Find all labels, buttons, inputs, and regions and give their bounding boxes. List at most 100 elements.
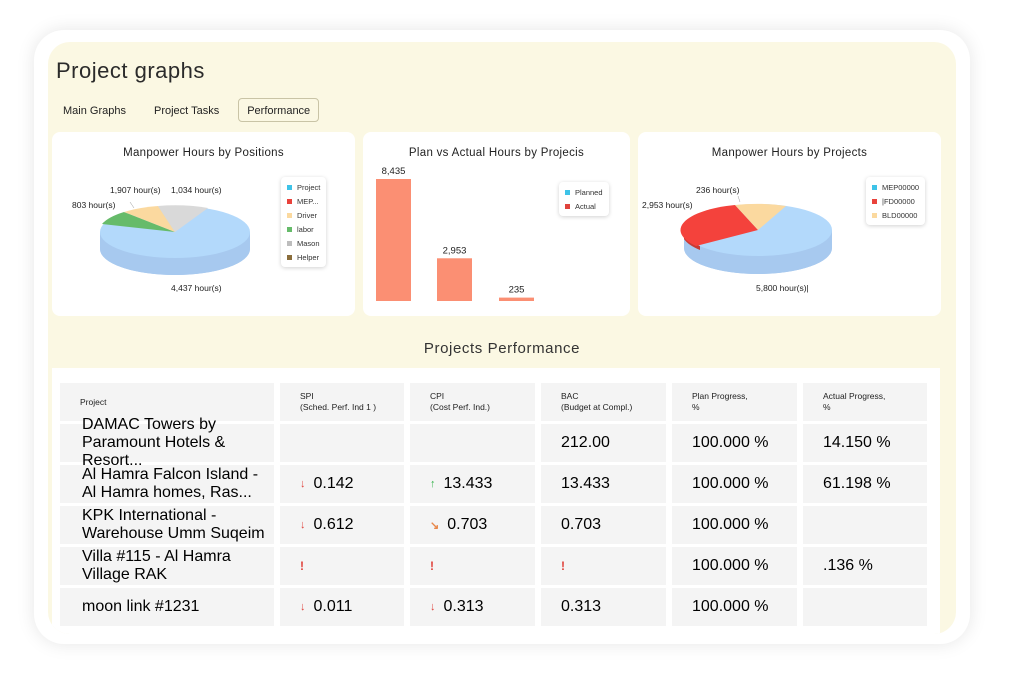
arrow-down-icon: ↓ — [300, 601, 306, 613]
chart-card-projects: Manpower Hours by Projects 236 hour(s) 2… — [638, 132, 941, 316]
chart-card-positions: Manpower Hours by Positions 1,907 hour(s… — [52, 132, 355, 316]
cell-value: 100.000 % — [692, 516, 769, 533]
table-row[interactable]: Al Hamra Falcon Island - Al Hamra homes,… — [60, 465, 927, 506]
cell-value: 0.313 — [561, 598, 602, 615]
pie-slice-mason — [158, 205, 208, 232]
tab-performance[interactable]: Performance — [238, 98, 320, 122]
header-actual-progress: Actual Progress,% — [803, 383, 927, 421]
cell-project: Villa #115 - Al Hamra Village RAK — [60, 547, 274, 585]
table-row[interactable]: DAMAC Towers by Paramount Hotels & Resor… — [60, 416, 927, 469]
legend-item: Driver — [287, 208, 320, 222]
cell-cpi: ↓ 0.313 — [410, 588, 535, 626]
cell-value: moon link #1231 — [82, 598, 200, 615]
cell-actual-progress — [803, 588, 927, 626]
bar[interactable] — [499, 297, 534, 301]
header-spi: SPI (Sched. Perf. Ind 1 ) — [280, 383, 404, 421]
cell-plan-progress: 100.000 % — [672, 465, 797, 503]
cell-value: 100.000 % — [692, 557, 769, 574]
performance-table: Project SPI (Sched. Perf. Ind 1 ) CPI (Cos… — [52, 368, 940, 634]
page-title: Project graphs — [56, 58, 205, 83]
device-frame: Project graphs Main Graphs Project Tasks… — [34, 30, 970, 644]
cell-actual-progress: .136 % — [803, 547, 927, 585]
cell-value: KPK International - Warehouse Umm Suqeim — [82, 507, 265, 542]
cell-spi: ↓ 0.142 — [280, 465, 404, 503]
arrow-down-icon: ↓ — [300, 478, 306, 490]
bar-chart-plan-actual: 8,435 2,953 235 — [376, 166, 534, 301]
cell-actual-progress: 14.150 % — [803, 424, 927, 462]
cell-value: 0.313 — [443, 598, 484, 615]
table-grid: Project SPI (Sched. Perf. Ind 1 ) CPI (Cos… — [60, 383, 927, 629]
legend-swatch — [872, 184, 877, 190]
cell-spi: ! — [280, 547, 404, 585]
cell-value: Villa #115 - Al Hamra Village RAK — [82, 548, 231, 583]
pie-slice-bld — [735, 203, 786, 230]
cell-value: 100.000 % — [692, 434, 769, 451]
cell-plan-progress: 100.000 % — [672, 506, 797, 544]
data-label: 1,907 hour(s) — [110, 185, 161, 195]
table-row[interactable]: Villa #115 - Al Hamra Village RAK!!! 100.… — [60, 547, 927, 588]
legend-item: BLD00000 — [872, 208, 919, 222]
legend-swatch — [287, 240, 292, 246]
cell-value: 61.198 % — [823, 475, 891, 492]
bar-data-label: 235 — [509, 285, 525, 296]
table-row[interactable]: moon link #1231 ↓ 0.011 ↓ 0.313 0.313 100.000 … — [60, 588, 927, 629]
bar-data-label: 2,953 — [443, 245, 467, 256]
label-leader — [129, 201, 135, 209]
header-plan-progress: Plan Progress,% — [672, 383, 797, 421]
legend-item: Mason — [287, 236, 320, 250]
cell-value: 14.150 % — [823, 434, 891, 451]
legend-swatch — [287, 226, 292, 232]
legend-item: |FD00000 — [872, 194, 919, 208]
chart-card-plan-actual: Plan vs Actual Hours by Projecis 8,435 2,… — [363, 132, 630, 316]
legend-item: labor — [287, 222, 320, 236]
bar[interactable] — [437, 258, 472, 301]
legend-swatch — [872, 198, 877, 204]
header-cpi: CPI (Cost Perf. Ind.) — [410, 383, 535, 421]
data-label: 236 hour(s) — [696, 185, 740, 195]
chart-title: Manpower Hours by Positions — [123, 147, 284, 159]
table-row[interactable]: KPK International - Warehouse Umm Suqeim… — [60, 506, 927, 547]
legend-swatch — [565, 189, 570, 195]
bar[interactable] — [376, 179, 411, 301]
data-label: 803 hour(s) — [72, 200, 116, 210]
warning-icon: ! — [561, 559, 565, 573]
cell-plan-progress: 100.000 % — [672, 547, 797, 585]
data-label: 4,437 hour(s) — [171, 283, 222, 293]
pie-slice-labor — [102, 212, 175, 232]
legend-item: Helper — [287, 250, 320, 264]
header-project: Project — [60, 383, 274, 421]
label-leader — [737, 195, 741, 203]
arrow-down-icon: ↓ — [300, 519, 306, 531]
pie-chart-projects — [680, 195, 832, 274]
chart-legend: Project MEP... Driver labor Mason Helper — [281, 177, 327, 267]
legend-item: Actual — [565, 199, 603, 213]
tab-project-tasks[interactable]: Project Tasks — [153, 105, 220, 117]
cell-value: Al Hamra Falcon Island - Al Hamra homes,… — [82, 466, 259, 501]
cell-cpi — [410, 424, 535, 462]
section-title: Projects Performance — [423, 340, 581, 357]
cell-value: 0.011 — [313, 598, 353, 615]
cell-cpi: ! — [410, 547, 535, 585]
cell-value: 212.00 — [561, 434, 610, 451]
tab-main-graphs[interactable]: Main Graphs — [63, 105, 126, 117]
cell-project: Al Hamra Falcon Island - Al Hamra homes,… — [60, 465, 274, 503]
cell-value: 0.703 — [561, 516, 602, 533]
main-panel: Project graphs Main Graphs Project Tasks… — [48, 42, 956, 634]
legend-swatch — [565, 203, 570, 209]
cell-plan-progress: 100.000 % — [672, 588, 797, 626]
cell-value: 13.433 — [443, 475, 493, 492]
cell-project: DAMAC Towers by Paramount Hotels & Resor… — [60, 416, 274, 469]
legend-item: MEP... — [287, 194, 320, 208]
chart-legend: Planned Actual — [559, 182, 609, 216]
table-body: DAMAC Towers by Paramount Hotels & Resor… — [60, 416, 927, 629]
cell-bac: 13.433 — [541, 465, 666, 503]
cell-value: 13.433 — [561, 475, 610, 492]
cell-project: KPK International - Warehouse Umm Suqeim — [60, 506, 274, 544]
cell-bac: 0.703 — [541, 506, 666, 544]
cell-value: 0.612 — [313, 516, 354, 533]
legend-swatch — [872, 212, 877, 218]
cell-project: moon link #1231 — [60, 588, 274, 626]
cell-value: 0.142 — [313, 475, 354, 492]
chart-title: Plan vs Actual Hours by Projecis — [408, 147, 585, 159]
cell-value: 0.703 — [447, 516, 488, 533]
